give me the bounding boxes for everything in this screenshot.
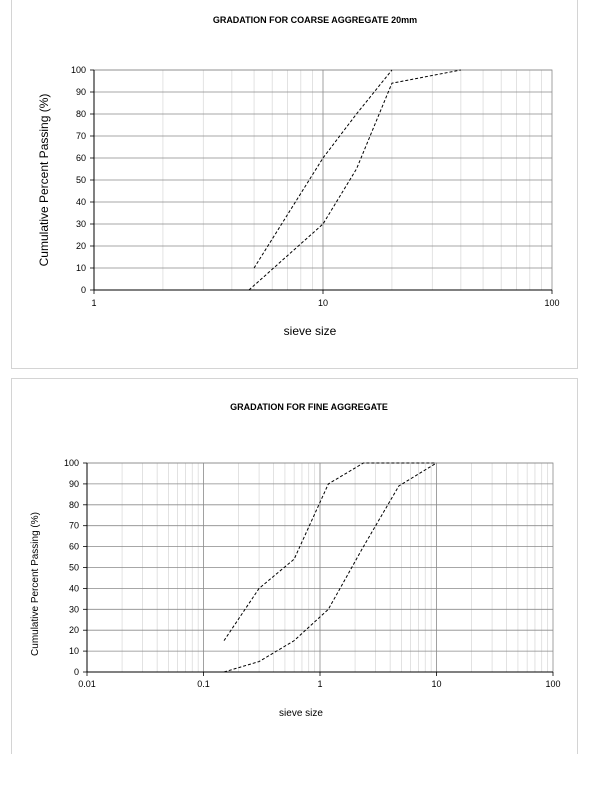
y-tick-label: 30 <box>76 219 86 229</box>
x-tick-label: 100 <box>545 679 560 689</box>
chart-panel-fine: GRADATION FOR FINE AGGREGATE 0 10 20 30 40 50 6… <box>11 378 578 754</box>
x-axis-label: sieve size <box>284 324 337 338</box>
series-line-2 <box>248 69 461 291</box>
y-tick-label: 100 <box>64 458 79 468</box>
y-tick-label: 10 <box>76 263 86 273</box>
series-line-1 <box>253 69 393 269</box>
y-tick-label: 40 <box>69 583 79 593</box>
series-2 <box>223 462 437 673</box>
x-tick-label: 10 <box>431 679 441 689</box>
x-tick-label: 100 <box>544 298 559 308</box>
x-tick-label: 0.01 <box>78 679 96 689</box>
y-tick-label: 70 <box>76 131 86 141</box>
y-tick-label: 70 <box>69 521 79 531</box>
chart-title: GRADATION FOR COARSE AGGREGATE 20mm <box>213 15 417 25</box>
series-1 <box>253 69 393 269</box>
y-tick-label: 10 <box>69 646 79 656</box>
y-tick-label: 20 <box>76 241 86 251</box>
y-axis-label: Cumulative Percent Passing (%) <box>37 94 51 267</box>
x-tick-label: 1 <box>91 298 96 308</box>
y-tick-label: 50 <box>69 563 79 573</box>
y-tick-label: 60 <box>69 542 79 552</box>
y-tick-label: 20 <box>69 625 79 635</box>
x-tick-label: 1 <box>317 679 322 689</box>
y-tick-label: 40 <box>76 197 86 207</box>
y-tick-label: 90 <box>76 87 86 97</box>
chart-title: GRADATION FOR FINE AGGREGATE <box>230 402 388 412</box>
series-line-1 <box>223 462 437 641</box>
y-tick-label: 80 <box>76 109 86 119</box>
series-line-2 <box>223 462 437 673</box>
y-tick-label: 0 <box>81 285 86 295</box>
chart-panel-coarse: GRADATION FOR COARSE AGGREGATE 20mm 0 10 20… <box>11 0 578 369</box>
y-tick-label: 0 <box>74 667 79 677</box>
y-tick-label: 30 <box>69 604 79 614</box>
y-axis-label: Cumulative Percent Passing (%) <box>30 512 41 656</box>
x-tick-label: 10 <box>318 298 328 308</box>
y-tick-label: 60 <box>76 153 86 163</box>
x-tick-label: 0.1 <box>197 679 210 689</box>
grid-lines <box>93 69 552 290</box>
y-tick-label: 100 <box>71 65 86 75</box>
chart-coarse-aggregate: GRADATION FOR COARSE AGGREGATE 20mm 0 10 20… <box>37 15 560 338</box>
x-axis-label: sieve size <box>279 708 323 719</box>
y-tick-label: 50 <box>76 175 86 185</box>
series-1 <box>223 462 437 641</box>
series-2 <box>248 69 461 291</box>
y-tick-label: 80 <box>69 500 79 510</box>
grid-lines <box>86 462 553 672</box>
y-tick-label: 90 <box>69 479 79 489</box>
chart-fine-aggregate: GRADATION FOR FINE AGGREGATE 0 10 20 30 40 50 6… <box>30 402 561 719</box>
